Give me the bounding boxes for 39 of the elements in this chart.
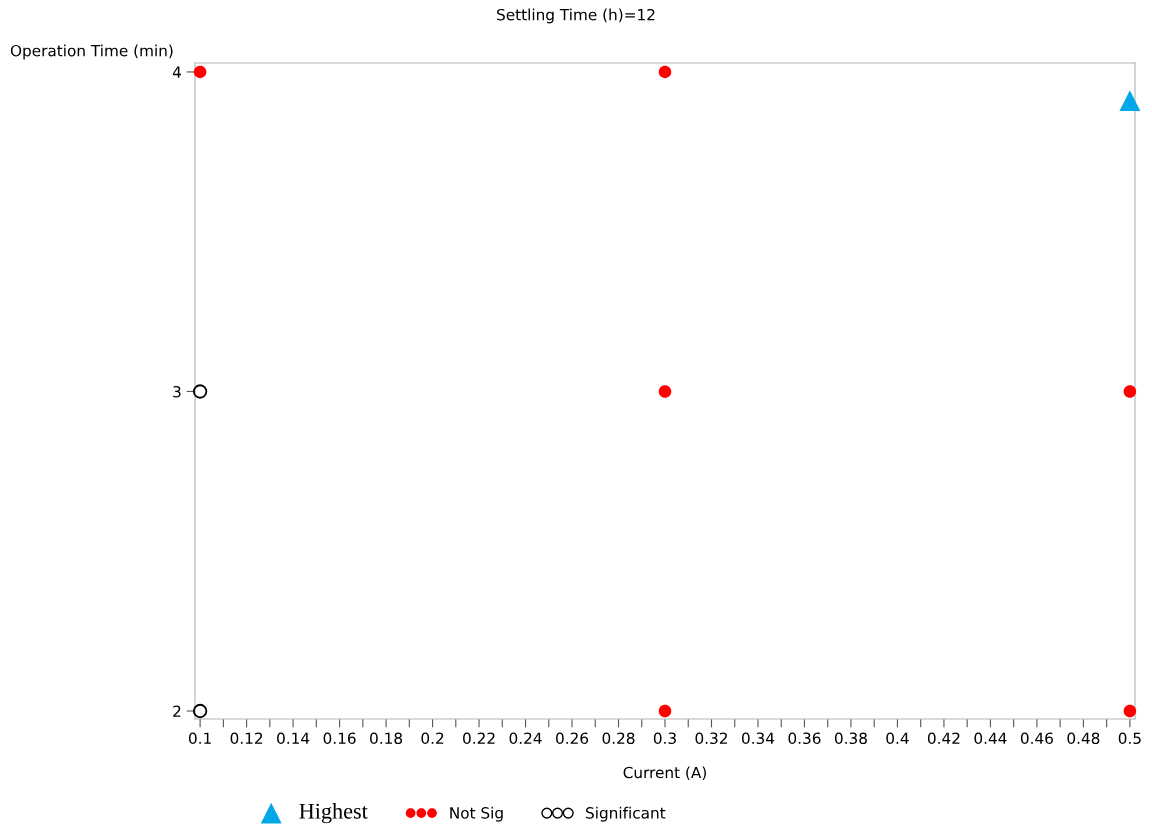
point	[1119, 90, 1141, 112]
legend-label: Not Sig	[450, 806, 503, 822]
x-tick-label: 0.1	[188, 732, 211, 745]
x-tick-label: 0.48	[1067, 732, 1100, 745]
point	[658, 704, 672, 718]
x-tick-label: 0.24	[509, 732, 542, 745]
legend-label: Significant	[586, 806, 666, 822]
x-tick-label: 0.46	[1020, 732, 1053, 745]
point	[658, 385, 672, 398]
y-tick-label: 3	[173, 385, 181, 398]
x-tick-label: 0.38	[834, 732, 867, 745]
x-tick-label: 0.18	[370, 732, 403, 745]
x-tick-label: 0.26	[556, 732, 589, 745]
x-tick-label: 0.5	[1118, 732, 1141, 745]
x-axis-title: Current (A)	[623, 766, 706, 781]
x-tick-label: 0.16	[323, 732, 356, 745]
x-tick-label: 0.42	[927, 732, 960, 745]
point	[192, 384, 208, 399]
x-tick-label: 0.36	[788, 732, 821, 745]
point	[658, 65, 672, 79]
chart-title: Settling Time (h)=12	[497, 8, 655, 24]
point	[193, 65, 207, 79]
x-tick-label: 0.22	[463, 732, 495, 745]
point	[192, 703, 208, 719]
y-axis-title: Operation Time (min)	[10, 44, 173, 60]
x-tick-label: 0.4	[886, 732, 909, 745]
x-tick-label: 0.44	[974, 732, 1007, 745]
x-tick-label: 0.2	[421, 732, 444, 745]
x-tick-label: 0.14	[277, 732, 310, 745]
point	[1123, 704, 1137, 718]
y-tick-label: 4	[172, 66, 181, 78]
x-tick-label: 0.32	[695, 732, 727, 745]
x-tick-label: 0.34	[741, 732, 775, 745]
x-tick-label: 0.28	[602, 732, 635, 745]
point	[1123, 385, 1137, 398]
x-tick-label: 0.12	[230, 732, 263, 745]
x-tick-label: 0.3	[653, 732, 676, 745]
legend-label: Highest	[299, 803, 368, 824]
y-tick-label: 2	[173, 705, 181, 717]
